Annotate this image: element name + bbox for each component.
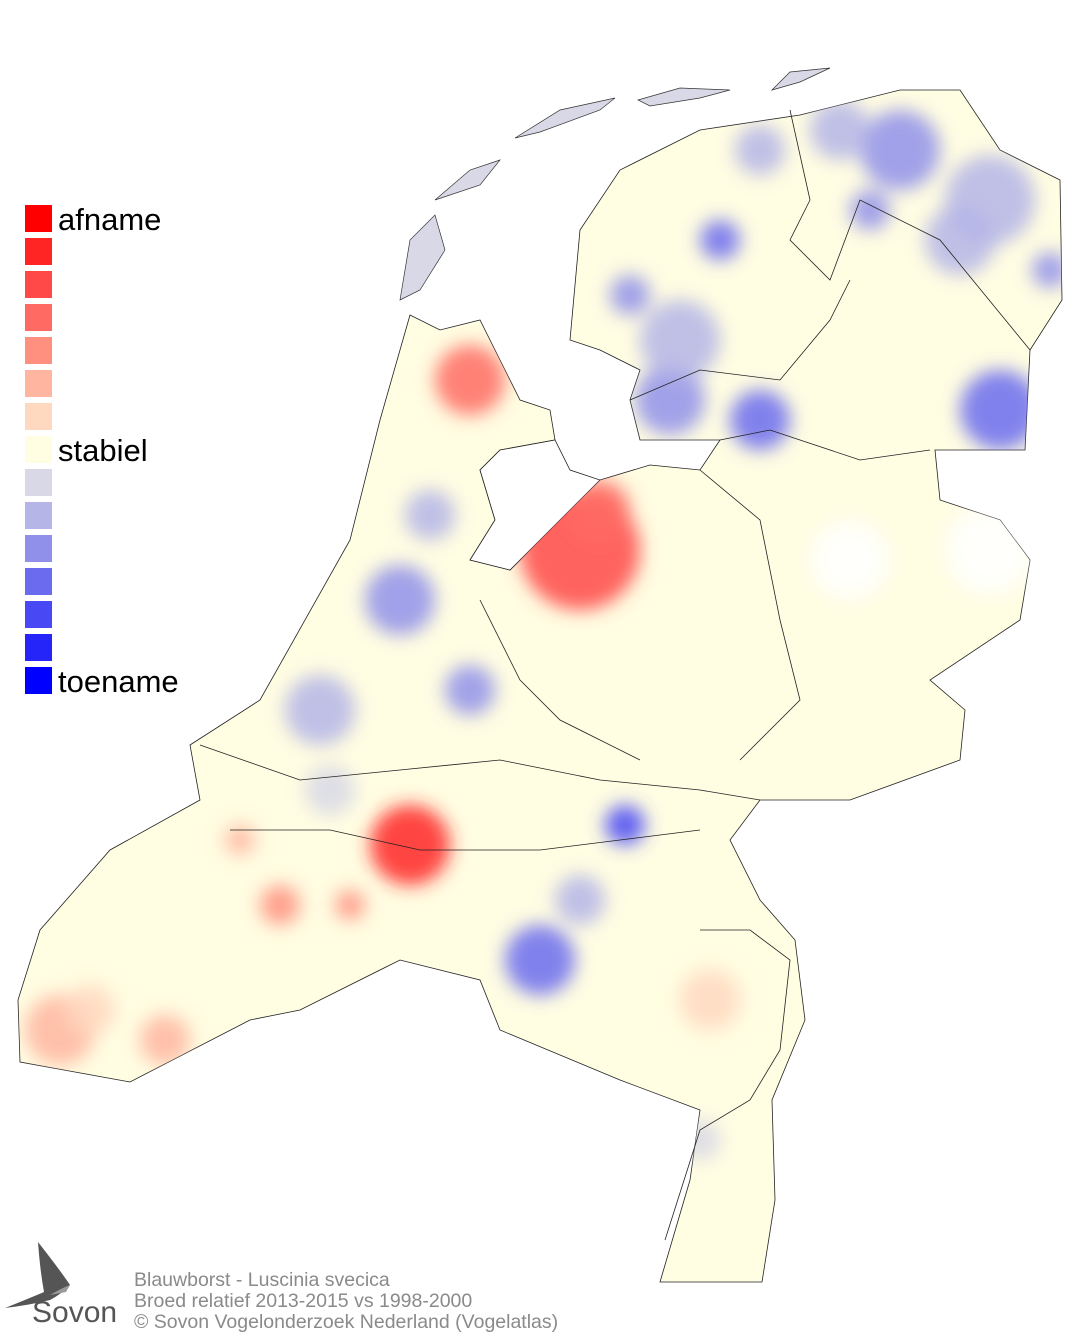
- legend-swatch: [25, 436, 52, 463]
- legend-swatch: [25, 271, 52, 298]
- legend-swatch: [25, 667, 52, 694]
- legend-item: [25, 370, 225, 397]
- change-blob: [505, 925, 575, 995]
- change-blob: [65, 985, 115, 1035]
- change-blob: [285, 675, 355, 745]
- caption-copyright: © Sovon Vogelonderzoek Nederland (Vogela…: [134, 1311, 559, 1333]
- legend-label: toename: [58, 664, 179, 699]
- legend-item: [25, 535, 225, 562]
- change-blob: [960, 370, 1040, 450]
- change-blob: [860, 110, 940, 190]
- wadden-islands: [399, 67, 831, 301]
- legend-swatch: [25, 568, 52, 595]
- change-blob: [945, 505, 1035, 595]
- change-blob: [365, 565, 435, 635]
- change-blob: [435, 345, 505, 415]
- legend-item: [25, 337, 225, 364]
- legend-item: toename: [25, 664, 225, 699]
- change-blob: [555, 875, 605, 925]
- change-blob: [445, 665, 495, 715]
- change-blob: [735, 125, 785, 175]
- legend-swatch: [25, 634, 52, 661]
- legend-swatch: [25, 403, 52, 430]
- legend-swatch: [25, 469, 52, 496]
- change-blob: [370, 805, 450, 885]
- change-blob: [260, 885, 300, 925]
- legend-item: [25, 502, 225, 529]
- legend-swatch: [25, 337, 52, 364]
- change-blob: [225, 825, 255, 855]
- change-blob: [640, 300, 720, 380]
- change-blob: [605, 805, 645, 845]
- change-blob: [810, 520, 890, 600]
- change-blob: [680, 970, 740, 1030]
- change-blob: [570, 480, 630, 540]
- legend-swatch: [25, 238, 52, 265]
- change-blob: [335, 890, 365, 920]
- legend-item: [25, 403, 225, 430]
- change-blob: [635, 365, 705, 435]
- caption-species: Blauwborst - Luscinia svecica: [134, 1269, 390, 1291]
- province-borders: [199, 109, 1031, 1241]
- change-blob: [810, 100, 870, 160]
- caption-period: Broed relatief 2013-2015 vs 1998-2000: [134, 1290, 473, 1312]
- legend-item: [25, 271, 225, 298]
- legend-swatch: [25, 601, 52, 628]
- change-blob: [730, 390, 790, 450]
- legend-swatch: [25, 205, 52, 232]
- legend-item: stabiel: [25, 433, 225, 468]
- legend-swatch: [25, 370, 52, 397]
- change-blob: [680, 1120, 720, 1160]
- legend-swatch: [25, 535, 52, 562]
- sovon-logo-text: Sovon: [32, 1296, 118, 1329]
- legend-item: [25, 568, 225, 595]
- legend-item: [25, 304, 225, 331]
- legend-item: [25, 601, 225, 628]
- change-blob: [140, 1015, 190, 1065]
- swallow-icon: [5, 1242, 70, 1308]
- change-blob: [610, 275, 650, 315]
- legend-swatch: [25, 304, 52, 331]
- legend-item: [25, 634, 225, 661]
- legend-label: afname: [58, 202, 162, 237]
- legend-item: afname: [25, 202, 225, 237]
- legend-item: [25, 238, 225, 265]
- change-blob: [925, 205, 995, 275]
- legend-item: [25, 469, 225, 496]
- legend-label: stabiel: [58, 433, 148, 468]
- legend-swatch: [25, 502, 52, 529]
- map-caption: Blauwborst - Luscinia svecica Broed rela…: [134, 1270, 558, 1333]
- change-blob: [305, 765, 355, 815]
- change-blob: [405, 490, 455, 540]
- change-blob: [700, 220, 740, 260]
- change-blob: [1032, 252, 1062, 288]
